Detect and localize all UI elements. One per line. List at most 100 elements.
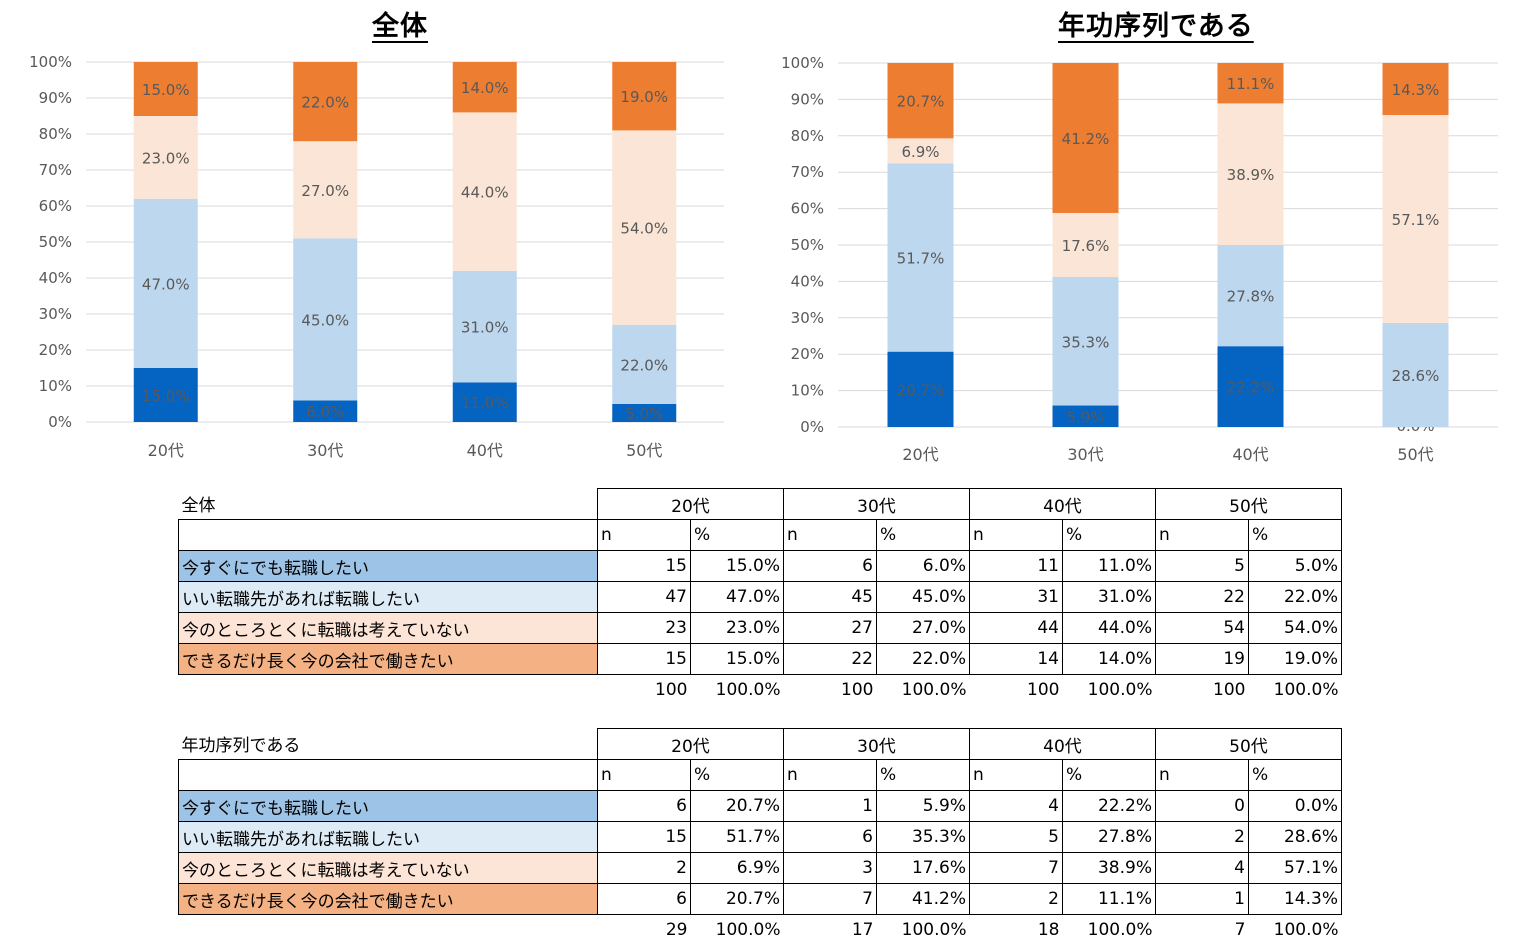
n-cell: 6 — [783, 550, 877, 582]
pct-cell: 54.0% — [1248, 612, 1342, 644]
data-label: 5.9% — [1066, 408, 1104, 426]
n-cell: 0 — [1155, 790, 1249, 822]
data-label: 31.0% — [461, 319, 509, 337]
pct-header: % — [1062, 759, 1156, 791]
data-label: 17.6% — [1062, 237, 1110, 255]
data-label: 15.0% — [142, 387, 190, 405]
pct-cell: 41.2% — [876, 883, 970, 915]
x-tick-label: 30代 — [1067, 445, 1103, 464]
table-total-row: 29 100.0% 17 100.0% 18 100.0% 7 100.0% — [179, 915, 1342, 946]
y-tick-label: 20% — [39, 341, 72, 359]
row-label: 今すぐにでも転職したい — [178, 790, 598, 822]
pct-cell: 14.0% — [1062, 643, 1156, 675]
x-tick-label: 20代 — [902, 445, 938, 464]
table-row: できるだけ長く今の会社で働きたい 6 20.7% 7 41.2% 2 11.1% 1 14.3% — [178, 883, 1342, 915]
y-tick-label: 90% — [791, 90, 824, 108]
data-label: 14.0% — [461, 79, 509, 97]
pct-cell: 51.7% — [690, 821, 784, 853]
pct-cell: 6.0% — [876, 550, 970, 582]
n-cell: 44 — [969, 612, 1063, 644]
n-cell: 23 — [597, 612, 691, 644]
row-label: いい転職先があれば転職したい — [178, 581, 598, 613]
pct-header: % — [1248, 519, 1342, 551]
x-tick-label: 50代 — [1397, 445, 1433, 464]
data-label: 6.0% — [306, 403, 344, 421]
bar-segment-not — [612, 130, 677, 325]
pct-cell: 15.0% — [690, 550, 784, 582]
pct-header: % — [1062, 519, 1156, 551]
chart-seniority-plot: 0% 10% 20% 30% 40% 50% 60% 70% 80% 90% 100% 20.7% 51… — [781, 54, 1498, 464]
n-cell: 15 — [597, 821, 691, 853]
n-header: n — [969, 759, 1063, 791]
table-seniority: 年功序列である 20代 30代 40代 50代 n% n% n% n% 今すぐにでも転職したい 6 2… — [178, 728, 1342, 945]
data-label: 51.7% — [897, 250, 945, 268]
bar-segment-stay — [1217, 63, 1284, 104]
chart-title-seniority: 年功序列である — [1058, 11, 1254, 42]
data-label: 45.0% — [301, 311, 349, 329]
data-label: 28.6% — [1392, 367, 1440, 385]
n-cell: 11 — [969, 550, 1063, 582]
pct-header: % — [876, 759, 970, 791]
n-cell: 7 — [783, 883, 877, 915]
total-pct-cell: 100.0% — [1273, 920, 1339, 940]
pct-cell: 6.9% — [690, 852, 784, 884]
age-group-header: 20代 — [597, 728, 784, 760]
n-cell: 2 — [1155, 821, 1249, 853]
bar-segment-now — [1052, 405, 1119, 427]
n-cell: 7 — [969, 852, 1063, 884]
n-header: n — [1155, 519, 1249, 551]
bar-segment-good — [1052, 277, 1119, 406]
x-tick-label: 20代 — [148, 441, 184, 460]
chart-seniority: 年功序列である 0% 10% 20% 30% 40% 50% 60% 70% 80% 90% 100… — [760, 0, 1516, 480]
chart-overall-plot: 0% 10% 20% 30% 40% 50% 60% 70% 80% 90% 100% 15.0% 47… — [29, 53, 724, 460]
table-row: 今のところとくに転職は考えていない 2 6.9% 3 17.6% 7 38.9% 4 57.1% — [178, 852, 1342, 884]
n-cell: 3 — [783, 852, 877, 884]
bar-segment-now — [293, 400, 358, 422]
chart-title-overall: 全体 — [372, 11, 428, 42]
row-label: できるだけ長く今の会社で働きたい — [178, 643, 598, 675]
pct-cell: 22.0% — [1248, 581, 1342, 613]
y-tick-label: 80% — [791, 127, 824, 145]
y-tick-label: 50% — [791, 236, 824, 254]
y-tick-label: 10% — [791, 382, 824, 400]
bar-segment-stay — [1052, 63, 1119, 213]
pct-cell: 5.0% — [1248, 550, 1342, 582]
y-tick-label: 20% — [791, 345, 824, 363]
age-group-header: 20代 — [597, 488, 784, 520]
y-tick-label: 0% — [800, 418, 824, 436]
pct-cell: 11.1% — [1062, 883, 1156, 915]
pct-cell: 15.0% — [690, 643, 784, 675]
total-n-cell: 100 — [1213, 680, 1246, 700]
data-label: 22.0% — [620, 356, 668, 374]
total-pct-cell: 100.0% — [715, 920, 781, 940]
pct-cell: 11.0% — [1062, 550, 1156, 582]
pct-cell: 14.3% — [1248, 883, 1342, 915]
pct-cell: 31.0% — [1062, 581, 1156, 613]
y-tick-label: 80% — [39, 125, 72, 143]
empty-cell — [178, 519, 598, 551]
n-cell: 47 — [597, 581, 691, 613]
n-cell: 19 — [1155, 643, 1249, 675]
empty-cell — [178, 759, 598, 791]
chart-overall: 全体 0% 10% 20% 30% 40% 50% 60% 70% 80% 90% 100% 15.0… — [0, 0, 740, 480]
y-tick-label: 100% — [29, 53, 72, 71]
bar-segment-not — [1052, 212, 1119, 278]
n-cell: 15 — [597, 550, 691, 582]
pct-cell: 20.7% — [690, 883, 784, 915]
age-group-header: 40代 — [969, 488, 1156, 520]
table-row: いい転職先があれば転職したい 15 51.7% 6 35.3% 5 27.8% 2 28.6% — [178, 821, 1342, 853]
pct-cell: 28.6% — [1248, 821, 1342, 853]
pct-cell: 38.9% — [1062, 852, 1156, 884]
bar-segment-not — [452, 112, 517, 271]
pct-cell: 0.0% — [1248, 790, 1342, 822]
data-label: 15.0% — [142, 81, 190, 99]
total-n-cell: 100 — [655, 680, 688, 700]
bar-segment-good — [1382, 322, 1449, 427]
pct-cell: 27.8% — [1062, 821, 1156, 853]
table-total-row: 100 100.0% 100 100.0% 100 100.0% 100 100.0% — [179, 675, 1342, 706]
bar-segment-now — [612, 404, 677, 422]
n-cell: 15 — [597, 643, 691, 675]
row-label: できるだけ長く今の会社で働きたい — [178, 883, 598, 915]
x-tick-label: 50代 — [626, 441, 662, 460]
n-header: n — [783, 519, 877, 551]
